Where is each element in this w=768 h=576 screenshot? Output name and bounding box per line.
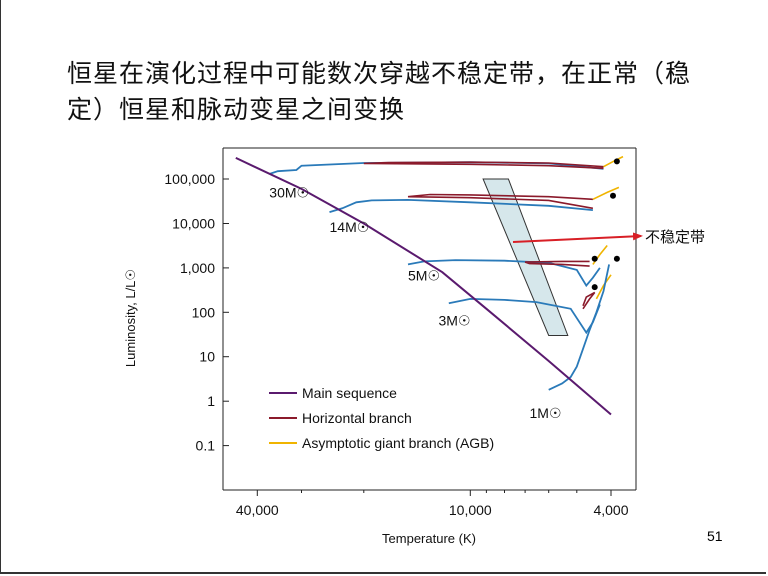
- track-1m-endpoint: [613, 255, 620, 262]
- y-tick-label-1000: 1,000: [180, 260, 215, 276]
- y-tick-label-01: 0.1: [196, 438, 216, 454]
- main-sequence-line: [235, 156, 612, 416]
- x-axis-title: Temperature (K): [382, 531, 476, 546]
- mass-label-1m: 1M☉: [530, 405, 562, 421]
- annotation-arrow: [512, 232, 643, 243]
- annotation-text: 不稳定带: [645, 228, 705, 246]
- evolutionary-tracks: [269, 155, 624, 391]
- plot-background: [223, 148, 636, 490]
- y-axis-title: Luminosity, L/L☉: [123, 269, 138, 367]
- track-30m-horizontal-branch: [363, 161, 604, 170]
- y-tick-label-100000: 100,000: [164, 171, 215, 187]
- x-tick-label-4000: 4,000: [593, 502, 628, 518]
- track-3m-endpoint: [591, 284, 598, 291]
- slide-title: 恒星在演化过程中可能数次穿越不稳定带，在正常（稳定）恒星和脉动变星之间变换: [67, 59, 692, 124]
- legend-label-horizontal-branch: Horizontal branch: [302, 410, 412, 426]
- legend-label-agb: Asymptotic giant branch (AGB): [302, 435, 494, 451]
- y-tick-label-10000: 10,000: [172, 216, 215, 232]
- mass-label-30m: 30M☉: [269, 185, 309, 201]
- instability-strip-annotation: 不稳定带: [512, 228, 705, 246]
- mass-label-3m: 3M☉: [439, 313, 471, 329]
- x-tick-label-40000: 40,000: [236, 502, 279, 518]
- track-14m-endpoint: [610, 192, 616, 199]
- mass-label-14m: 14M☉: [330, 219, 370, 235]
- plot-area: [222, 147, 637, 491]
- track-3m-horizontal-branch: [582, 291, 596, 310]
- main-sequence-layer: [235, 156, 612, 416]
- x-tick-label-10000: 10,000: [449, 502, 492, 518]
- track-5m-endpoint: [591, 255, 598, 262]
- track-1m-evolution: [548, 264, 610, 391]
- instability-strip: [482, 178, 569, 336]
- y-tick-label-1: 1: [207, 393, 215, 409]
- track-5m-horizontal-branch: [524, 260, 590, 267]
- track-3m-agb: [595, 274, 612, 300]
- legend: Main sequence Horizontal branch Asymptot…: [269, 385, 494, 451]
- y-tick-label-100: 100: [192, 304, 216, 320]
- track-30m-endpoint: [613, 158, 620, 165]
- mass-labels: 30M☉ 14M☉ 5M☉ 3M☉ 1M☉: [269, 185, 561, 421]
- axis-ticks: 100,000 10,000 1,000 100 10 1 0.1 40,000 10,000 4…: [164, 171, 628, 518]
- track-14m-agb: [592, 186, 620, 201]
- y-tick-label-10: 10: [199, 349, 215, 365]
- legend-label-main-sequence: Main sequence: [302, 385, 397, 401]
- page-number: 51: [707, 528, 723, 544]
- track-5m-evolution: [407, 259, 601, 288]
- track-14m-horizontal-branch: [407, 193, 594, 210]
- track-14m-evolution: [329, 198, 593, 213]
- mass-label-5m: 5M☉: [408, 268, 440, 284]
